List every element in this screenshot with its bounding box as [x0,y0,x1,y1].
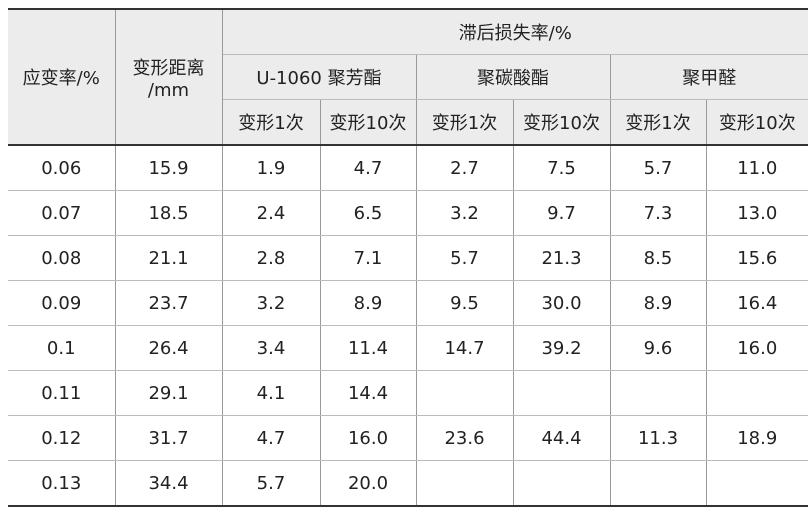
table-cell: 9.7 [512,190,611,236]
table-cell: 29.1 [114,370,223,416]
table-body: 0.06 15.9 1.9 4.7 2.7 7.5 5.7 11.0 0.07 18.5 2.4 6.… [8,144,809,507]
table-cell: 23.7 [114,280,223,326]
table-cell: 2.4 [221,190,321,236]
table-cell [415,370,514,416]
table-cell: 0.07 [8,190,116,236]
table-cell: 23.6 [415,415,514,461]
table-cell: 0.09 [8,280,116,326]
table-cell: 1.9 [221,144,321,191]
header-cell: 变形1次 [222,99,321,146]
table-cell: 4.1 [221,370,321,416]
table-cell: 11.0 [705,144,809,191]
table-cell: 0.12 [8,415,116,461]
table-row: 0.13 34.4 5.7 20.0 [8,460,809,507]
table-cell: 31.7 [114,415,223,461]
table-cell: 16.0 [705,325,809,371]
table-row: 0.08 21.1 2.8 7.1 5.7 21.3 8.5 15.6 [8,235,809,281]
header-row: 应变率/% 变形距离 /mm 滞后损失率/% [8,8,809,146]
header-cell: 变形10次 [319,99,417,146]
table-cell: 20.0 [319,460,417,507]
table-cell: 0.06 [8,144,116,191]
table-cell: 21.3 [512,235,611,281]
table-cell: 15.9 [114,144,223,191]
table-cell: 0.1 [8,325,116,371]
table-cell [415,460,514,507]
table-cell: 7.3 [609,190,707,236]
table-row: 0.07 18.5 2.4 6.5 3.2 9.7 7.3 13.0 [8,190,809,236]
table-cell: 3.4 [221,325,321,371]
header-cell: 变形距离 /mm [114,8,223,146]
header-row: U-1060 聚芳酯 聚碳酸酯 聚甲醛 [8,54,809,100]
table-cell: 13.0 [705,190,809,236]
table-cell [609,370,707,416]
table-row: 0.1 26.4 3.4 11.4 14.7 39.2 9.6 16.0 [8,325,809,371]
table-cell: 8.9 [609,280,707,326]
table-cell: 2.8 [221,235,321,281]
table-cell: 11.3 [609,415,707,461]
header-cell: 变形10次 [705,99,809,146]
table-cell: 0.08 [8,235,116,281]
table-cell: 6.5 [319,190,417,236]
table-cell [512,460,611,507]
table-row: 0.12 31.7 4.7 16.0 23.6 44.4 11.3 18.9 [8,415,809,461]
header-cell: 聚碳酸酯 [415,54,611,100]
table-cell: 15.6 [705,235,809,281]
table-cell: 5.7 [609,144,707,191]
table-cell: 4.7 [319,144,417,191]
table-cell: 18.5 [114,190,223,236]
table-cell: 3.2 [221,280,321,326]
header-row: 变形1次 变形10次 变形1次 变形10次 变形1次 变形10次 [8,99,809,146]
header-cell: 变形1次 [415,99,514,146]
table-cell: 9.5 [415,280,514,326]
table-cell [512,370,611,416]
table-cell: 14.7 [415,325,514,371]
table-cell: 0.11 [8,370,116,416]
table-row: 0.11 29.1 4.1 14.4 [8,370,809,416]
table-cell: 16.0 [319,415,417,461]
table-cell: 39.2 [512,325,611,371]
table-cell: 5.7 [221,460,321,507]
table-cell: 4.7 [221,415,321,461]
table-cell: 5.7 [415,235,514,281]
table-cell: 0.13 [8,460,116,507]
table-cell: 34.4 [114,460,223,507]
table-cell: 7.1 [319,235,417,281]
header-cell: 滞后损失率/% [221,8,809,55]
header-cell: 应变率/% [8,8,116,146]
table-cell: 44.4 [512,415,611,461]
table-cell: 16.4 [705,280,809,326]
header-cell: 变形1次 [609,99,707,146]
table-cell: 8.9 [319,280,417,326]
table-cell: 11.4 [319,325,417,371]
table-cell: 14.4 [319,370,417,416]
table-cell: 21.1 [114,235,223,281]
table-cell: 8.5 [609,235,707,281]
table-cell [705,460,809,507]
table-cell: 26.4 [114,325,223,371]
table-row: 0.09 23.7 3.2 8.9 9.5 30.0 8.9 16.4 [8,280,809,326]
table-row: 0.06 15.9 1.9 4.7 2.7 7.5 5.7 11.0 [8,144,809,191]
table-cell: 7.5 [512,144,611,191]
header-cell: U-1060 聚芳酯 [222,54,417,100]
header-cell: 聚甲醛 [609,54,809,100]
table-cell [609,460,707,507]
data-table: 应变率/% 变形距离 /mm 滞后损失率/% U-1060 聚芳酯 聚碳酸酯 聚甲醛… [8,8,809,507]
table-cell [705,370,809,416]
header-cell: 变形10次 [512,99,611,146]
table-cell: 3.2 [415,190,514,236]
table-cell: 9.6 [609,325,707,371]
table-cell: 30.0 [512,280,611,326]
table-cell: 2.7 [415,144,514,191]
table-cell: 18.9 [705,415,809,461]
table-header: 应变率/% 变形距离 /mm 滞后损失率/% U-1060 聚芳酯 聚碳酸酯 聚甲醛… [8,8,809,146]
